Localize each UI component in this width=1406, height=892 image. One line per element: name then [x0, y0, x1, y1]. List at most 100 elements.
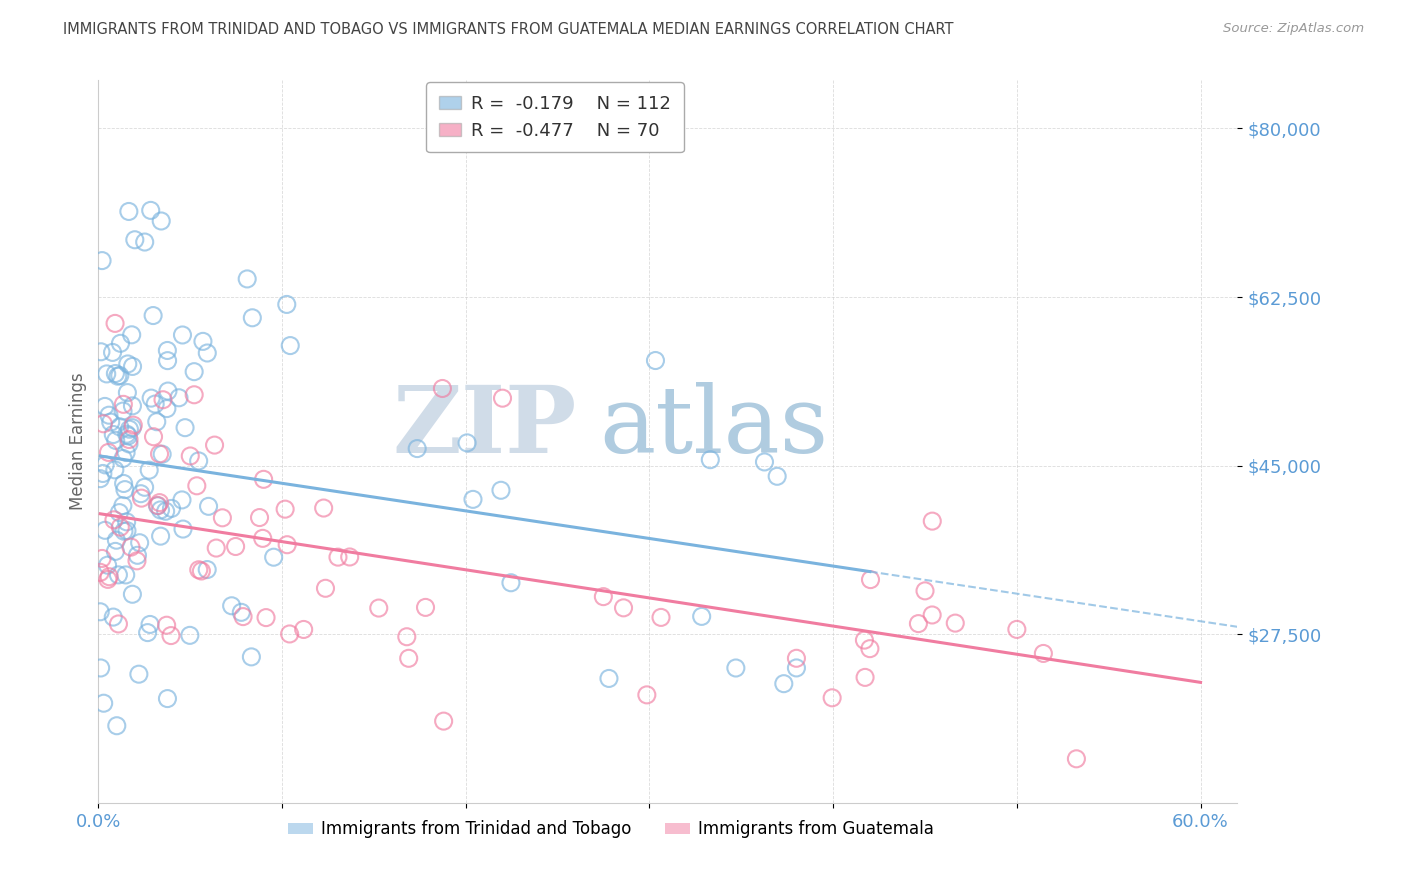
Point — [118, 437, 141, 451]
Point — [124, 233, 146, 247]
Point — [499, 575, 522, 590]
Point — [121, 587, 143, 601]
Point — [91, 253, 114, 268]
Point — [94, 524, 117, 538]
Point — [907, 616, 929, 631]
Point — [456, 435, 478, 450]
Point — [406, 442, 429, 456]
Point — [236, 272, 259, 286]
Point — [249, 510, 271, 524]
Point — [156, 353, 179, 368]
Point — [205, 541, 228, 555]
Point — [263, 550, 285, 565]
Point — [90, 661, 112, 675]
Point — [118, 204, 141, 219]
Point — [754, 455, 776, 469]
Point — [156, 691, 179, 706]
Point — [142, 309, 165, 323]
Point — [433, 714, 456, 728]
Point — [120, 540, 142, 554]
Point — [108, 419, 131, 434]
Point — [104, 367, 127, 381]
Point — [853, 633, 876, 648]
Point — [186, 479, 208, 493]
Point — [103, 427, 125, 442]
Point — [252, 532, 274, 546]
Point — [172, 328, 194, 343]
Point — [156, 343, 179, 358]
Point — [143, 397, 166, 411]
Point — [97, 445, 120, 459]
Point — [179, 628, 201, 642]
Point — [183, 388, 205, 402]
Point — [1066, 752, 1088, 766]
Point — [821, 690, 844, 705]
Point — [149, 495, 172, 509]
Point — [156, 618, 179, 632]
Point — [172, 522, 194, 536]
Point — [252, 472, 274, 486]
Point — [432, 382, 454, 396]
Point — [211, 511, 233, 525]
Point — [145, 415, 167, 429]
Point — [96, 367, 118, 381]
Point — [155, 504, 177, 518]
Point — [254, 610, 277, 624]
Point — [89, 605, 111, 619]
Point — [128, 535, 150, 549]
Point — [121, 399, 143, 413]
Point — [129, 486, 152, 500]
Point — [117, 429, 139, 443]
Point — [785, 661, 807, 675]
Text: IMMIGRANTS FROM TRINIDAD AND TOBAGO VS IMMIGRANTS FROM GUATEMALA MEDIAN EARNINGS: IMMIGRANTS FROM TRINIDAD AND TOBAGO VS I… — [63, 22, 953, 37]
Point — [105, 533, 128, 548]
Point — [598, 672, 620, 686]
Text: Source: ZipAtlas.com: Source: ZipAtlas.com — [1223, 22, 1364, 36]
Point — [103, 513, 125, 527]
Point — [136, 625, 159, 640]
Text: ZIP: ZIP — [392, 382, 576, 472]
Point — [191, 334, 214, 349]
Point — [90, 344, 112, 359]
Point — [94, 458, 117, 472]
Y-axis label: Median Earnings: Median Earnings — [69, 373, 87, 510]
Point — [115, 427, 138, 442]
Text: atlas: atlas — [599, 382, 828, 472]
Point — [231, 605, 253, 619]
Point — [107, 369, 129, 384]
Point — [141, 391, 163, 405]
Point — [125, 554, 148, 568]
Point — [772, 676, 794, 690]
Point — [148, 447, 170, 461]
Point — [276, 538, 298, 552]
Point — [221, 599, 243, 613]
Point — [97, 573, 120, 587]
Point — [195, 563, 218, 577]
Point — [115, 515, 138, 529]
Point — [110, 336, 132, 351]
Point — [146, 499, 169, 513]
Point — [107, 567, 129, 582]
Point — [312, 501, 335, 516]
Point — [104, 434, 127, 448]
Point — [131, 491, 153, 505]
Point — [112, 397, 135, 411]
Point — [146, 499, 169, 513]
Point — [98, 570, 121, 584]
Point — [104, 544, 127, 558]
Point — [314, 582, 336, 596]
Point — [101, 345, 124, 359]
Point — [100, 415, 122, 429]
Point — [111, 499, 134, 513]
Point — [152, 392, 174, 407]
Point — [112, 451, 135, 466]
Point — [118, 422, 141, 436]
Point — [160, 501, 183, 516]
Point — [167, 391, 190, 405]
Point — [117, 385, 139, 400]
Point — [91, 551, 114, 566]
Point — [650, 610, 672, 624]
Point — [292, 623, 315, 637]
Point — [118, 433, 141, 447]
Point — [121, 359, 143, 374]
